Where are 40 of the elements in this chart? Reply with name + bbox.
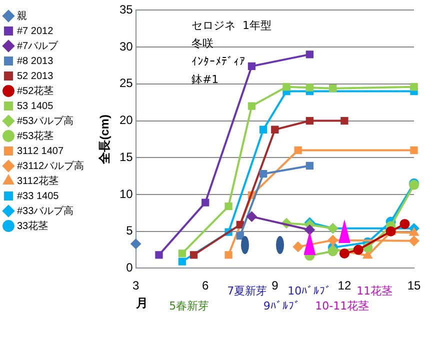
y-tick-label: 30 — [119, 39, 134, 54]
legend-label: 33花茎 — [17, 220, 48, 232]
annotation: 鉢#1 — [191, 73, 219, 86]
legend-label: #8 2013 — [17, 56, 54, 67]
y-tick-label: 0 — [126, 260, 134, 275]
legend-label: #33バルブ高 — [17, 204, 74, 217]
text: 7夏新芽 — [227, 284, 268, 298]
text: 10ﾊﾞﾙﾌﾞ — [288, 284, 332, 298]
legend-label: #7バルブ — [17, 40, 60, 52]
y-tick-label: 25 — [119, 76, 134, 90]
y-tick-label: 10 — [119, 186, 134, 201]
annotation: ｲﾝﾀｰﾒﾃﾞｨｱ — [191, 55, 246, 68]
text: 10-11花茎 — [315, 300, 370, 313]
text: 5春新芽 — [169, 300, 210, 313]
x-tick-label: 15 — [407, 278, 421, 293]
x-tick-label: 12 — [338, 278, 352, 293]
legend-label: #53花茎 — [17, 130, 54, 142]
y-tick-label: 15 — [119, 150, 134, 164]
x-tick-label: 6 — [202, 278, 210, 293]
legend-label: #52花茎 — [17, 84, 54, 97]
x-axis-title: 月 — [134, 296, 148, 310]
legend-label: 親 — [17, 10, 27, 22]
annotation: セロジネ 1年型 — [191, 18, 272, 32]
x-tick-label: 3 — [132, 278, 140, 293]
legend-label: 3112花茎 — [17, 174, 59, 187]
legend-label: #53バルブ高 — [17, 114, 74, 127]
legend-label: 53 1405 — [17, 100, 54, 112]
y-tick-label: 20 — [119, 113, 134, 128]
text: 11花茎 — [356, 284, 393, 298]
legend-label: #3112バルブ高 — [17, 160, 84, 172]
y-tick-label: 5 — [126, 224, 134, 238]
y-tick-label: 35 — [119, 2, 134, 17]
legend-label: 3112 1407 — [17, 146, 64, 157]
text: 9ﾊﾞﾙﾌﾞ — [263, 300, 300, 313]
legend-label: 52 2013 — [17, 70, 54, 82]
legend-label: #33 1405 — [17, 190, 60, 202]
legend-label: #7 2012 — [17, 26, 54, 37]
y-axis-title: 全長(cm) — [98, 114, 112, 165]
x-tick-label: 9 — [272, 278, 279, 293]
annotation: 冬咲 — [191, 36, 214, 50]
